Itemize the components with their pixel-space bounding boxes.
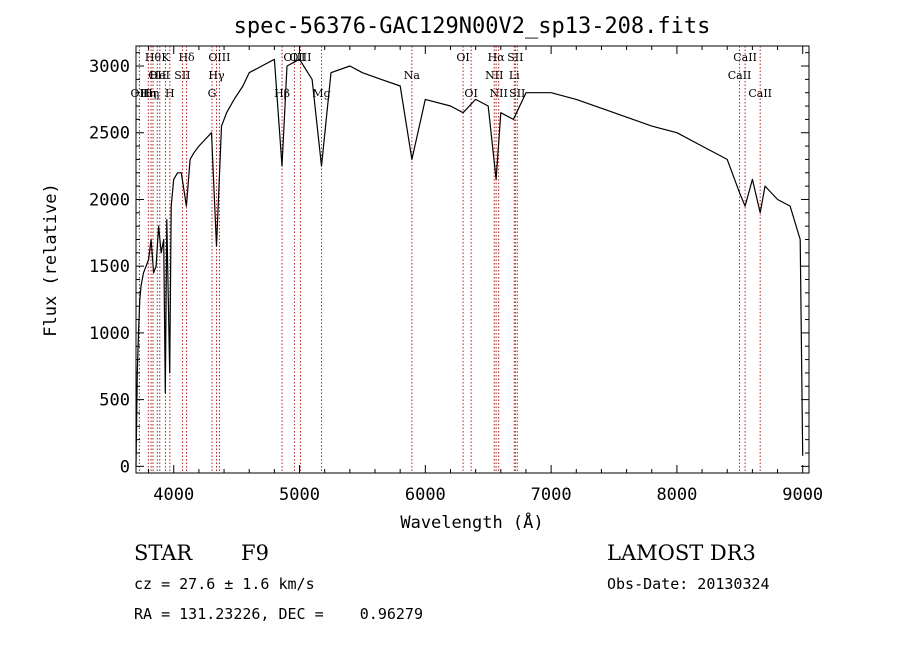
- x-tick-label: 8000: [656, 485, 697, 505]
- line-label: Hθ: [145, 51, 162, 64]
- line-label: OIII: [289, 51, 311, 64]
- line-label: SII: [507, 51, 523, 64]
- x-axis-label: Wavelength (Å): [400, 511, 543, 533]
- y-tick-label: 1000: [89, 324, 130, 344]
- line-label: Mg: [312, 87, 330, 100]
- x-tick-label: 6000: [405, 485, 446, 505]
- line-label: OII: [131, 87, 149, 100]
- line-label: CaII: [733, 51, 757, 64]
- x-tick-label: 4000: [153, 485, 194, 505]
- line-label: Hη: [140, 87, 156, 100]
- chart-title: spec-56376-GAC129N00V2_sp13-208.fits: [234, 14, 711, 39]
- y-tick-label: 2000: [89, 190, 130, 210]
- y-tick-label: 500: [99, 391, 130, 411]
- line-label: Hα: [488, 51, 506, 64]
- line-label: CaII: [748, 87, 772, 100]
- line-label: Na: [404, 69, 421, 82]
- line-label: SII: [174, 69, 190, 82]
- y-tick-label: 1500: [89, 257, 130, 277]
- line-label: Hγ: [208, 69, 225, 82]
- coordinates: RA = 131.23226, DEC = 0.96279: [134, 605, 423, 623]
- line-label: Li: [509, 69, 520, 82]
- y-tick-label: 2500: [89, 124, 130, 144]
- line-label: H: [165, 87, 175, 100]
- spectral-line-markers: [138, 46, 761, 473]
- x-tick-label: 9000: [782, 485, 823, 505]
- line-label: G: [208, 87, 217, 100]
- line-label: SII: [509, 87, 525, 100]
- plot-frame: [135, 45, 810, 474]
- x-tick-label: 7000: [531, 485, 572, 505]
- y-axis-label: Flux (relative): [41, 183, 61, 337]
- line-label: OI: [456, 51, 469, 64]
- line-label: OI: [464, 87, 477, 100]
- line-label: NII: [490, 87, 508, 100]
- spectral-line-labels: OIIHηHηHθOIIHeIKHSIIHδGHγOIIIHβOIIIOIIIM…: [131, 51, 772, 100]
- spectrum-line: [135, 58, 804, 467]
- line-label: Hδ: [178, 51, 195, 64]
- axis-ticks: 4000 5000 6000 7000 8000 9000 0 500 1000 1500 2000…: [89, 46, 823, 505]
- survey-name: LAMOST DR3: [607, 541, 756, 565]
- object-class: STAR: [134, 541, 193, 565]
- line-label: CaII: [728, 69, 752, 82]
- y-tick-label: 3000: [89, 57, 130, 77]
- line-label: OII: [148, 69, 166, 82]
- line-label: NII: [485, 69, 503, 82]
- line-label: Hη: [143, 87, 159, 100]
- redshift-cz: cz = 27.6 ± 1.6 km/s: [134, 575, 315, 593]
- line-label: HeI: [150, 69, 170, 82]
- line-label: K: [161, 51, 170, 64]
- line-label: OIII: [208, 51, 230, 64]
- x-tick-label: 5000: [279, 485, 320, 505]
- y-tick-label: 0: [120, 457, 130, 477]
- object-subclass: F9: [241, 541, 269, 565]
- obs-date: Obs-Date: 20130324: [607, 575, 770, 593]
